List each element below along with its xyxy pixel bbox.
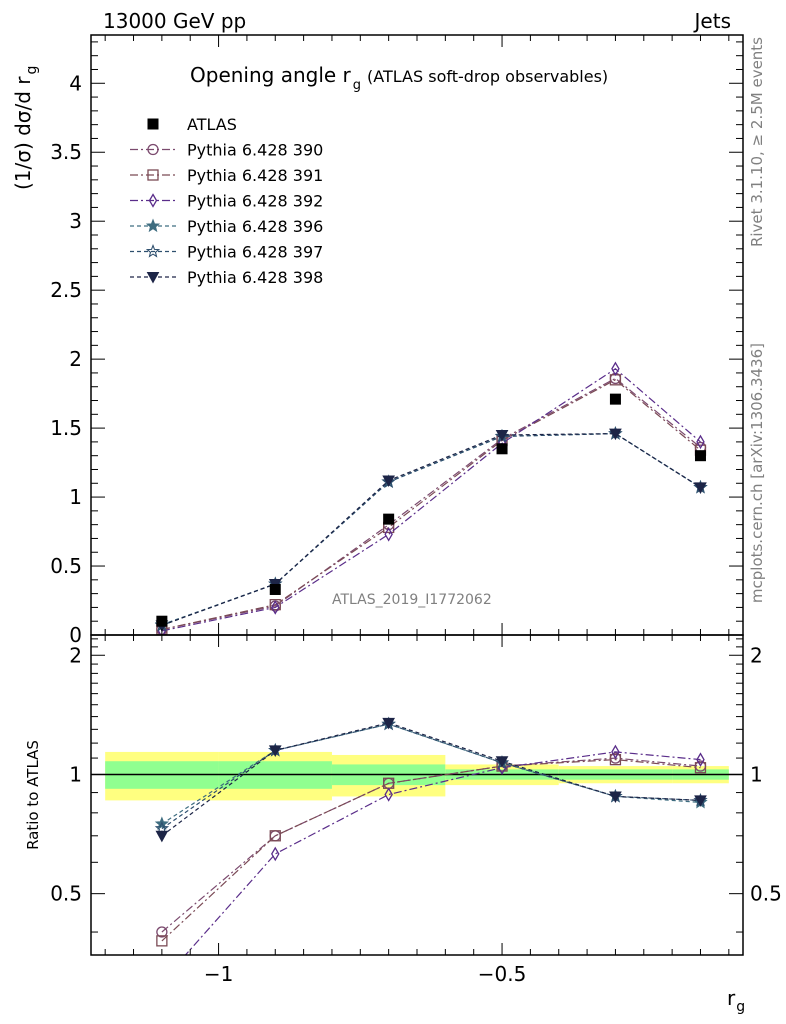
y-axis-title-sub: g (24, 66, 40, 75)
ratio-series-marker (611, 744, 620, 760)
legend-label: Pythia 6.428 390 (187, 141, 323, 160)
ratio-tick-label-right: 2 (750, 643, 763, 667)
series-marker (495, 430, 509, 442)
x-tick-label: −0.5 (478, 962, 527, 986)
legend-label: Pythia 6.428 392 (187, 192, 323, 211)
ratio-series-line (161, 758, 701, 942)
atlas-data-point (496, 443, 508, 455)
series-line (161, 368, 701, 632)
ratio-series-marker (269, 830, 281, 842)
ratio-series-marker (609, 753, 622, 766)
y-axis-title-main: (1/σ) dσ/d r (11, 76, 35, 190)
ratio-uncertainty-band (91, 751, 743, 801)
series-marker (269, 599, 281, 611)
series-marker (271, 600, 280, 615)
ratio-series-marker (694, 795, 707, 807)
atlas-data-point (694, 450, 706, 462)
ratio-series-marker (384, 787, 393, 802)
series-marker (696, 434, 705, 450)
ratio-series-line (161, 723, 701, 825)
x-axis-title-main: r (727, 986, 736, 1010)
y-tick-label: 4 (69, 71, 82, 95)
y-tick-label: 1.5 (50, 416, 82, 440)
ratio-series-layer (154, 716, 708, 988)
legend-marker (146, 272, 160, 284)
legend-marker (148, 193, 158, 208)
legend-label: ATLAS (187, 115, 237, 134)
ratio-series-marker (495, 756, 509, 768)
plot-title-tail: (ATLAS soft-drop observables) (367, 67, 608, 86)
ratio-plot-frame (90, 634, 744, 956)
y-tick-label: 2 (69, 347, 82, 371)
y-tick-label: 0 (69, 623, 82, 647)
legend-label: Pythia 6.428 396 (187, 217, 323, 236)
atlas-data-point (156, 615, 168, 627)
series-line (161, 377, 701, 631)
ratio-series-marker (155, 830, 169, 843)
series-marker (384, 527, 393, 542)
series-marker (609, 428, 622, 441)
ratio-tick-label-right: 1 (750, 762, 763, 786)
legend-marker (147, 169, 159, 181)
y-tick-label: 0.5 (50, 554, 82, 578)
x-axis-title: rg (727, 986, 745, 1015)
legend-marker (145, 218, 161, 233)
atlas-data-point (269, 583, 281, 595)
legend-label: Pythia 6.428 398 (187, 268, 323, 287)
y-tick-label: 3.5 (50, 140, 82, 164)
y-axis-title: (1/σ) dσ/d rg (11, 66, 40, 190)
ratio-series-marker (694, 762, 707, 774)
ratio-series-marker (271, 846, 280, 862)
ratio-series-line (161, 722, 701, 837)
series-marker (694, 482, 707, 494)
series-marker (382, 475, 395, 488)
y-tick-label: 1 (69, 485, 82, 509)
ratio-tick-label-left: 0.5 (50, 882, 82, 906)
legend-marker (145, 243, 161, 258)
x-tick-label: −1 (204, 962, 233, 986)
axis-tick-labels: −1 −0.5 0 0.5 1 1.5 2 2.5 3 3.5 4 0.5 0.5 1 1 2 2 (50, 71, 782, 986)
energy-label: 13000 GeV pp (103, 9, 246, 33)
ratio-series-line (161, 757, 701, 933)
ratio-axis-title: Ratio to ATLAS (24, 740, 42, 850)
analysis-watermark: ATLAS_2019_I1772062 (332, 592, 492, 608)
ratio-series-marker (268, 745, 282, 757)
ratio-series-line (184, 751, 701, 955)
ratio-series-marker (156, 935, 168, 947)
legend-marker (147, 143, 159, 156)
ratio-series-marker (158, 976, 165, 988)
series-marker (611, 361, 620, 377)
legend-label: Pythia 6.428 391 (187, 166, 323, 185)
ratio-series-marker (156, 926, 168, 938)
legend-marker (147, 118, 159, 130)
atlas-data-point (383, 513, 395, 525)
ratio-series-marker (382, 717, 395, 730)
ratio-series-marker (609, 791, 622, 803)
mcplots-label: mcplots.cern.ch [arXiv:1306.3436] (748, 343, 766, 603)
plot-title-sub: g (353, 78, 361, 93)
series-line (161, 379, 701, 631)
plot-title-main: Opening angle r (190, 63, 352, 87)
series-line (161, 432, 701, 626)
y-tick-label: 2.5 (50, 278, 82, 302)
atlas-data-point (609, 393, 621, 405)
main-series-layer (154, 361, 708, 635)
ratio-tick-label-left: 1 (69, 762, 82, 786)
legend: ATLAS Pythia 6.428 390 Pythia 6.428 391 Pyt… (130, 115, 323, 287)
ratio-tick-label-right: 0.5 (750, 882, 782, 906)
rivet-version-label: Rivet 3.1.10, ≥ 2.5M events (748, 37, 766, 247)
x-axis-title-sub: g (736, 999, 745, 1015)
plot-title: Opening angle r g (ATLAS soft-drop observa… (190, 63, 608, 93)
process-label: Jets (693, 9, 731, 33)
legend-label: Pythia 6.428 397 (187, 243, 323, 262)
ratio-series-marker (696, 752, 705, 767)
y-tick-label: 3 (69, 209, 82, 233)
ratio-tick-label-left: 2 (69, 643, 82, 667)
